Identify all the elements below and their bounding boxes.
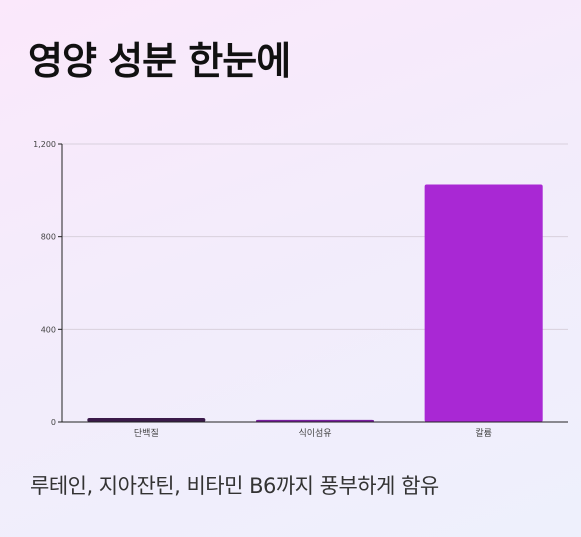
- y-tick-label: 400: [41, 325, 56, 334]
- bar-2: [255, 419, 375, 422]
- bar-1: [87, 418, 206, 422]
- axes: [58, 143, 568, 423]
- tick-labels: 0 400 800 1,200 단백질 식이섬유 칼륨: [33, 140, 492, 439]
- bars: [87, 184, 543, 422]
- x-tick-label: 칼륨: [475, 428, 492, 439]
- y-tick-label: 0: [51, 418, 56, 427]
- nutrition-caption: 루테인, 지아잔틴, 비타민 B6까지 풍부하게 함유: [30, 474, 439, 498]
- chart-title: 영양 성분 한눈에: [28, 39, 291, 83]
- bar-3: [424, 184, 543, 422]
- y-tick-label: 1,200: [33, 140, 56, 149]
- x-tick-label: 단백질: [134, 427, 159, 439]
- x-tick-label: 식이섬유: [298, 428, 331, 439]
- y-tick-label: 800: [41, 233, 56, 242]
